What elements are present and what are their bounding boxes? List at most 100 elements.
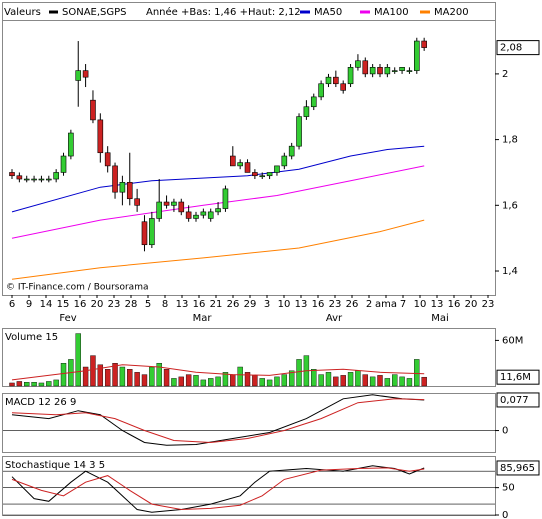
- candle-body: [141, 221, 148, 246]
- header-symbol: SONAE,SGPS: [62, 7, 127, 18]
- volume-bar: [38, 382, 45, 387]
- panel-title: Stochastique 14 3 5: [5, 460, 105, 471]
- volume-bar: [421, 376, 427, 387]
- candle-body: [391, 70, 398, 72]
- volume-bar: [24, 382, 30, 387]
- y-tick-label: 0: [502, 426, 508, 437]
- volume-bar: [9, 382, 15, 387]
- volume-bar: [82, 366, 89, 387]
- candle-body: [333, 76, 339, 85]
- source: © IT-Finance.com / Boursorama: [6, 283, 148, 293]
- volume-bar: [215, 376, 221, 387]
- header-label: Valeurs: [4, 7, 41, 18]
- volume-bar: [296, 359, 302, 387]
- volume-bar: [399, 376, 405, 387]
- candle-body: [75, 70, 82, 81]
- x-tick-label: 28: [125, 299, 138, 310]
- candle-body: [53, 172, 59, 180]
- candle-body: [45, 178, 52, 181]
- indicator-line: [11, 465, 425, 513]
- candle-body: [325, 76, 332, 85]
- candle-body: [38, 178, 45, 181]
- y-tick-label: 1,8: [502, 135, 518, 146]
- volume-bar: [119, 366, 126, 387]
- candle-body: [310, 96, 317, 108]
- x-tick-label: 29: [244, 299, 257, 310]
- candle-body: [252, 172, 258, 177]
- candle-body: [274, 165, 280, 173]
- volume-bar: [134, 372, 140, 387]
- indicator-line: [11, 394, 425, 446]
- legend-label: MA100: [374, 7, 409, 18]
- volume-bar: [414, 359, 420, 387]
- y-tick-label: 0: [502, 510, 508, 519]
- volume-bar: [252, 375, 258, 387]
- candle-body: [185, 211, 192, 219]
- volume-bar: [244, 372, 251, 387]
- y-tick-label: 60M: [502, 335, 523, 346]
- candle-body: [222, 188, 229, 209]
- month-label: Avr: [326, 313, 343, 324]
- volume-bar: [104, 369, 111, 387]
- x-tick-label: 14: [40, 299, 53, 310]
- price-panel: [2, 2, 496, 296]
- candle-body: [406, 70, 413, 72]
- y-tick-label: 50: [502, 483, 515, 494]
- volume-bar: [90, 355, 96, 387]
- ma-line: [11, 219, 425, 280]
- month-label: Mai: [431, 313, 449, 324]
- candle-body: [16, 175, 23, 180]
- candle-body: [340, 83, 347, 91]
- candle-body: [362, 60, 369, 75]
- candle-body: [97, 119, 104, 154]
- candle-body: [377, 67, 383, 75]
- x-tick-label: 26: [227, 299, 240, 310]
- volume-bar: [311, 369, 317, 387]
- candle-body: [281, 155, 288, 167]
- candle-body: [384, 67, 391, 75]
- candle-body: [266, 172, 273, 177]
- x-tick-label: 8: [162, 299, 168, 310]
- x-tick-label: 15: [57, 299, 70, 310]
- volume-bar: [325, 372, 332, 387]
- candle-body: [82, 70, 89, 78]
- candle-body: [31, 178, 37, 181]
- x-tick-label: 10: [278, 299, 291, 310]
- volume-average: [11, 364, 425, 381]
- x-tick-label: 23: [108, 299, 121, 310]
- candle-body: [104, 152, 111, 167]
- x-tick-label: 26: [346, 299, 359, 310]
- volume-bar: [406, 378, 413, 387]
- candle-body: [134, 198, 140, 206]
- x-tick-label: 16: [448, 299, 461, 310]
- volume-bar: [185, 374, 192, 387]
- y-tick-label: 2: [502, 69, 508, 80]
- volume-bar: [259, 378, 265, 387]
- volume-bar: [46, 381, 52, 387]
- panel-title: MACD 12 26 9: [5, 397, 76, 408]
- candle-body: [303, 106, 310, 117]
- last-value-label: 0,077: [500, 395, 529, 406]
- volume-bar: [208, 378, 214, 387]
- candle-body: [200, 211, 207, 216]
- candle-body: [23, 178, 30, 181]
- volume-bar: [178, 376, 184, 387]
- candle-body: [413, 40, 420, 71]
- x-tick-label: ama: [375, 299, 397, 310]
- y-tick-label: 1,4: [502, 266, 518, 277]
- candle-body: [259, 175, 266, 178]
- x-tick-label: 20: [91, 299, 104, 310]
- volume-bar: [377, 375, 383, 387]
- volume-bar: [97, 364, 104, 387]
- x-tick-label: 10: [414, 299, 427, 310]
- last-value-box: [496, 369, 540, 385]
- indicator-line: [11, 398, 425, 444]
- volume-bar: [288, 370, 295, 387]
- panel-title: Volume 15: [5, 332, 58, 343]
- candle-body: [156, 201, 162, 219]
- last-value-box: [496, 392, 540, 408]
- x-tick-label: 6: [9, 299, 15, 310]
- volume-bar: [355, 370, 361, 387]
- legend-label: MA50: [314, 7, 342, 18]
